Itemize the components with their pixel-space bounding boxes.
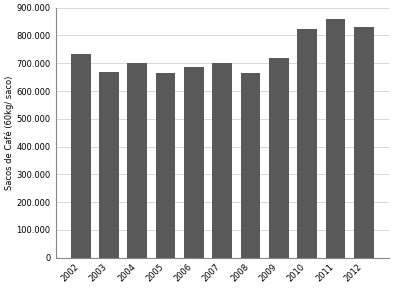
Bar	[325, 19, 345, 258]
Y-axis label: Sacos de Café (60kg/ saco): Sacos de Café (60kg/ saco)	[4, 75, 14, 190]
Bar	[127, 63, 147, 258]
Bar	[297, 29, 317, 258]
Bar	[99, 71, 119, 258]
Bar	[212, 63, 232, 258]
Bar	[241, 73, 261, 258]
Bar	[354, 27, 374, 258]
Bar	[269, 58, 289, 258]
Bar	[184, 67, 204, 258]
Bar	[71, 54, 90, 258]
Bar	[156, 73, 175, 258]
